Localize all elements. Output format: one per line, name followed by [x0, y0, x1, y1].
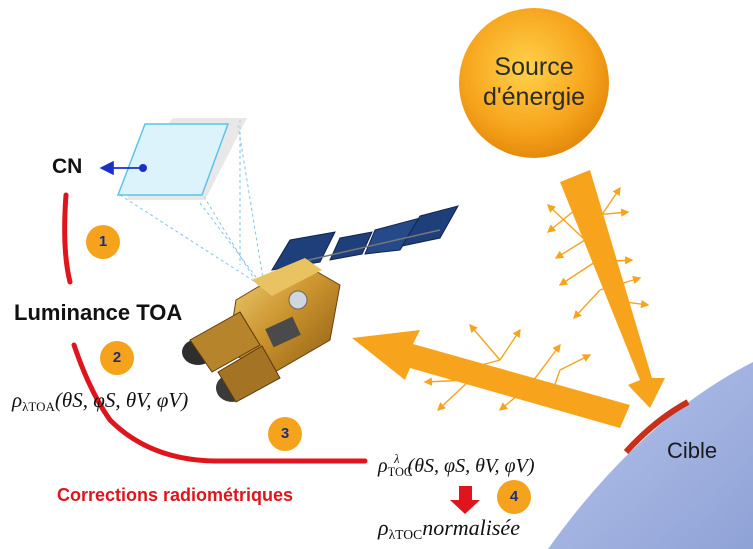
formula-norm-word: normalisée [422, 515, 520, 540]
sun-icon [459, 8, 609, 158]
incoming-radiation-arrow [560, 170, 665, 408]
formula-toc-sub: TOC [387, 465, 413, 479]
reflected-radiation-arrow [352, 330, 630, 428]
target-patch [623, 399, 690, 455]
step-badge-1: 1 [86, 225, 120, 259]
step-badge-2: 2 [100, 341, 134, 375]
step-badge-4: 4 [497, 480, 531, 514]
luminance-toa-label: Luminance TOA [14, 300, 183, 325]
formula-toa-args: (θS, φS, θV, φV) [54, 388, 189, 412]
step-badge-3: 3 [268, 417, 302, 451]
formula-toa: ρλTOA(θS, φS, θV, φV) [12, 388, 188, 415]
target-label: Cible [667, 438, 718, 463]
formula-toc-sup: λ [394, 452, 400, 466]
formula-norm-sub: λTOC [388, 527, 423, 542]
earth-surface-icon [548, 362, 753, 549]
formula-toc-rho: ρ [378, 455, 388, 477]
formula-normalized: ρλTOCnormalisée [378, 515, 520, 543]
normalization-arrow [450, 486, 480, 514]
formula-toa-rho: ρ [12, 388, 23, 412]
correction-path [62, 192, 368, 464]
satellite-icon [182, 205, 460, 403]
cn-label: CN [52, 155, 83, 178]
formula-norm-rho: ρ [378, 515, 389, 540]
sun-label-line2: d'énergie [482, 83, 586, 111]
formula-toc-args: (θS, φS, θV, φV) [407, 455, 535, 477]
sun-label-line1: Source [494, 53, 574, 81]
formula-toa-sub: λTOA [22, 399, 55, 414]
sun-label: Source d'énergie [474, 52, 594, 112]
formula-toc: ρTOCλ (θS, φS, θV, φV) [378, 452, 535, 480]
corrections-label: Corrections radiométriques [57, 485, 294, 505]
scattered-rays-upper [546, 186, 650, 320]
image-frame-icon [99, 118, 247, 200]
scattered-rays-lower [410, 323, 592, 411]
